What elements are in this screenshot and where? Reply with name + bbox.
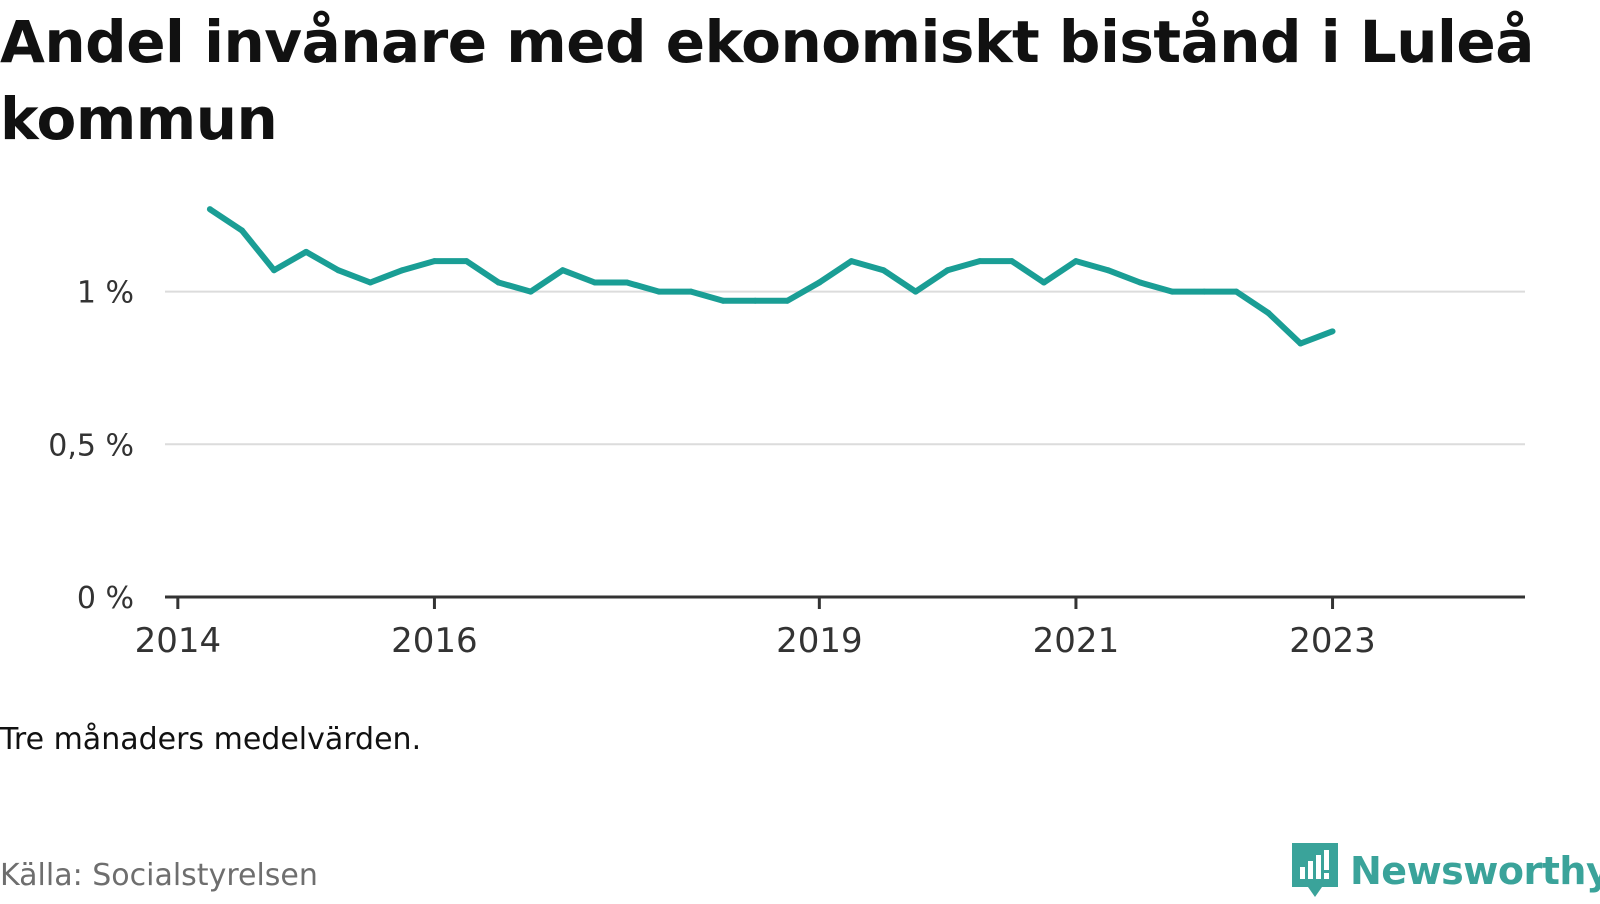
data-point — [623, 279, 630, 286]
data-point — [1233, 288, 1240, 295]
bar-chart-speech-bubble-icon — [1292, 843, 1338, 897]
data-point — [1105, 267, 1112, 274]
x-tick-label: 2014 — [135, 621, 222, 661]
data-point — [1201, 288, 1208, 295]
series-layer — [206, 206, 1336, 347]
data-point — [559, 267, 566, 274]
x-tick-label: 2023 — [1289, 621, 1376, 661]
gridlines — [165, 290, 1525, 446]
data-point — [238, 227, 245, 234]
data-point — [1329, 328, 1336, 335]
data-point — [912, 288, 919, 295]
data-point — [303, 248, 310, 255]
data-point — [367, 279, 374, 286]
data-point — [399, 267, 406, 274]
data-point — [431, 258, 438, 265]
data-point — [880, 267, 887, 274]
line-chart: 0 % 0,5 % 1 % 2014 2016 2019 2021 2023 — [48, 206, 1525, 661]
data-point — [944, 267, 951, 274]
y-tick-label: 1 % — [77, 276, 134, 311]
source-label: Källa: Socialstyrelsen — [0, 858, 318, 893]
data-point — [1265, 309, 1272, 316]
data-point — [495, 279, 502, 286]
data-point — [1040, 279, 1047, 286]
data-point — [206, 206, 213, 213]
data-point — [335, 267, 342, 274]
data-point — [1297, 340, 1304, 347]
y-tick-label: 0 % — [77, 581, 134, 616]
data-point — [784, 297, 791, 304]
chart-title: Andel invånare med ekonomiskt bistånd i … — [0, 8, 1534, 153]
y-axis-labels: 0 % 0,5 % 1 % — [48, 276, 134, 616]
x-tick-label: 2019 — [776, 621, 863, 661]
data-point — [271, 267, 278, 274]
data-point — [720, 297, 727, 304]
data-point — [591, 279, 598, 286]
data-point — [527, 288, 534, 295]
data-point — [816, 279, 823, 286]
data-point — [848, 258, 855, 265]
x-tick-label: 2021 — [1033, 621, 1120, 661]
brand-logo[interactable]: Newsworthy — [1290, 838, 1600, 904]
data-point — [1137, 279, 1144, 286]
chart-note: Tre månaders medelvärden. — [0, 722, 422, 757]
x-tick-label: 2016 — [391, 621, 478, 661]
x-axis-labels: 2014 2016 2019 2021 2023 — [135, 621, 1376, 661]
data-point — [655, 288, 662, 295]
data-point — [1008, 258, 1015, 265]
x-axis — [165, 595, 1525, 609]
y-tick-label: 0,5 % — [48, 428, 134, 463]
data-point — [752, 297, 759, 304]
data-point — [1072, 258, 1079, 265]
brand-name: Newsworthy — [1350, 849, 1600, 893]
series-line — [208, 206, 1334, 347]
data-point — [976, 258, 983, 265]
data-point — [688, 288, 695, 295]
data-point — [463, 258, 470, 265]
data-point — [1169, 288, 1176, 295]
